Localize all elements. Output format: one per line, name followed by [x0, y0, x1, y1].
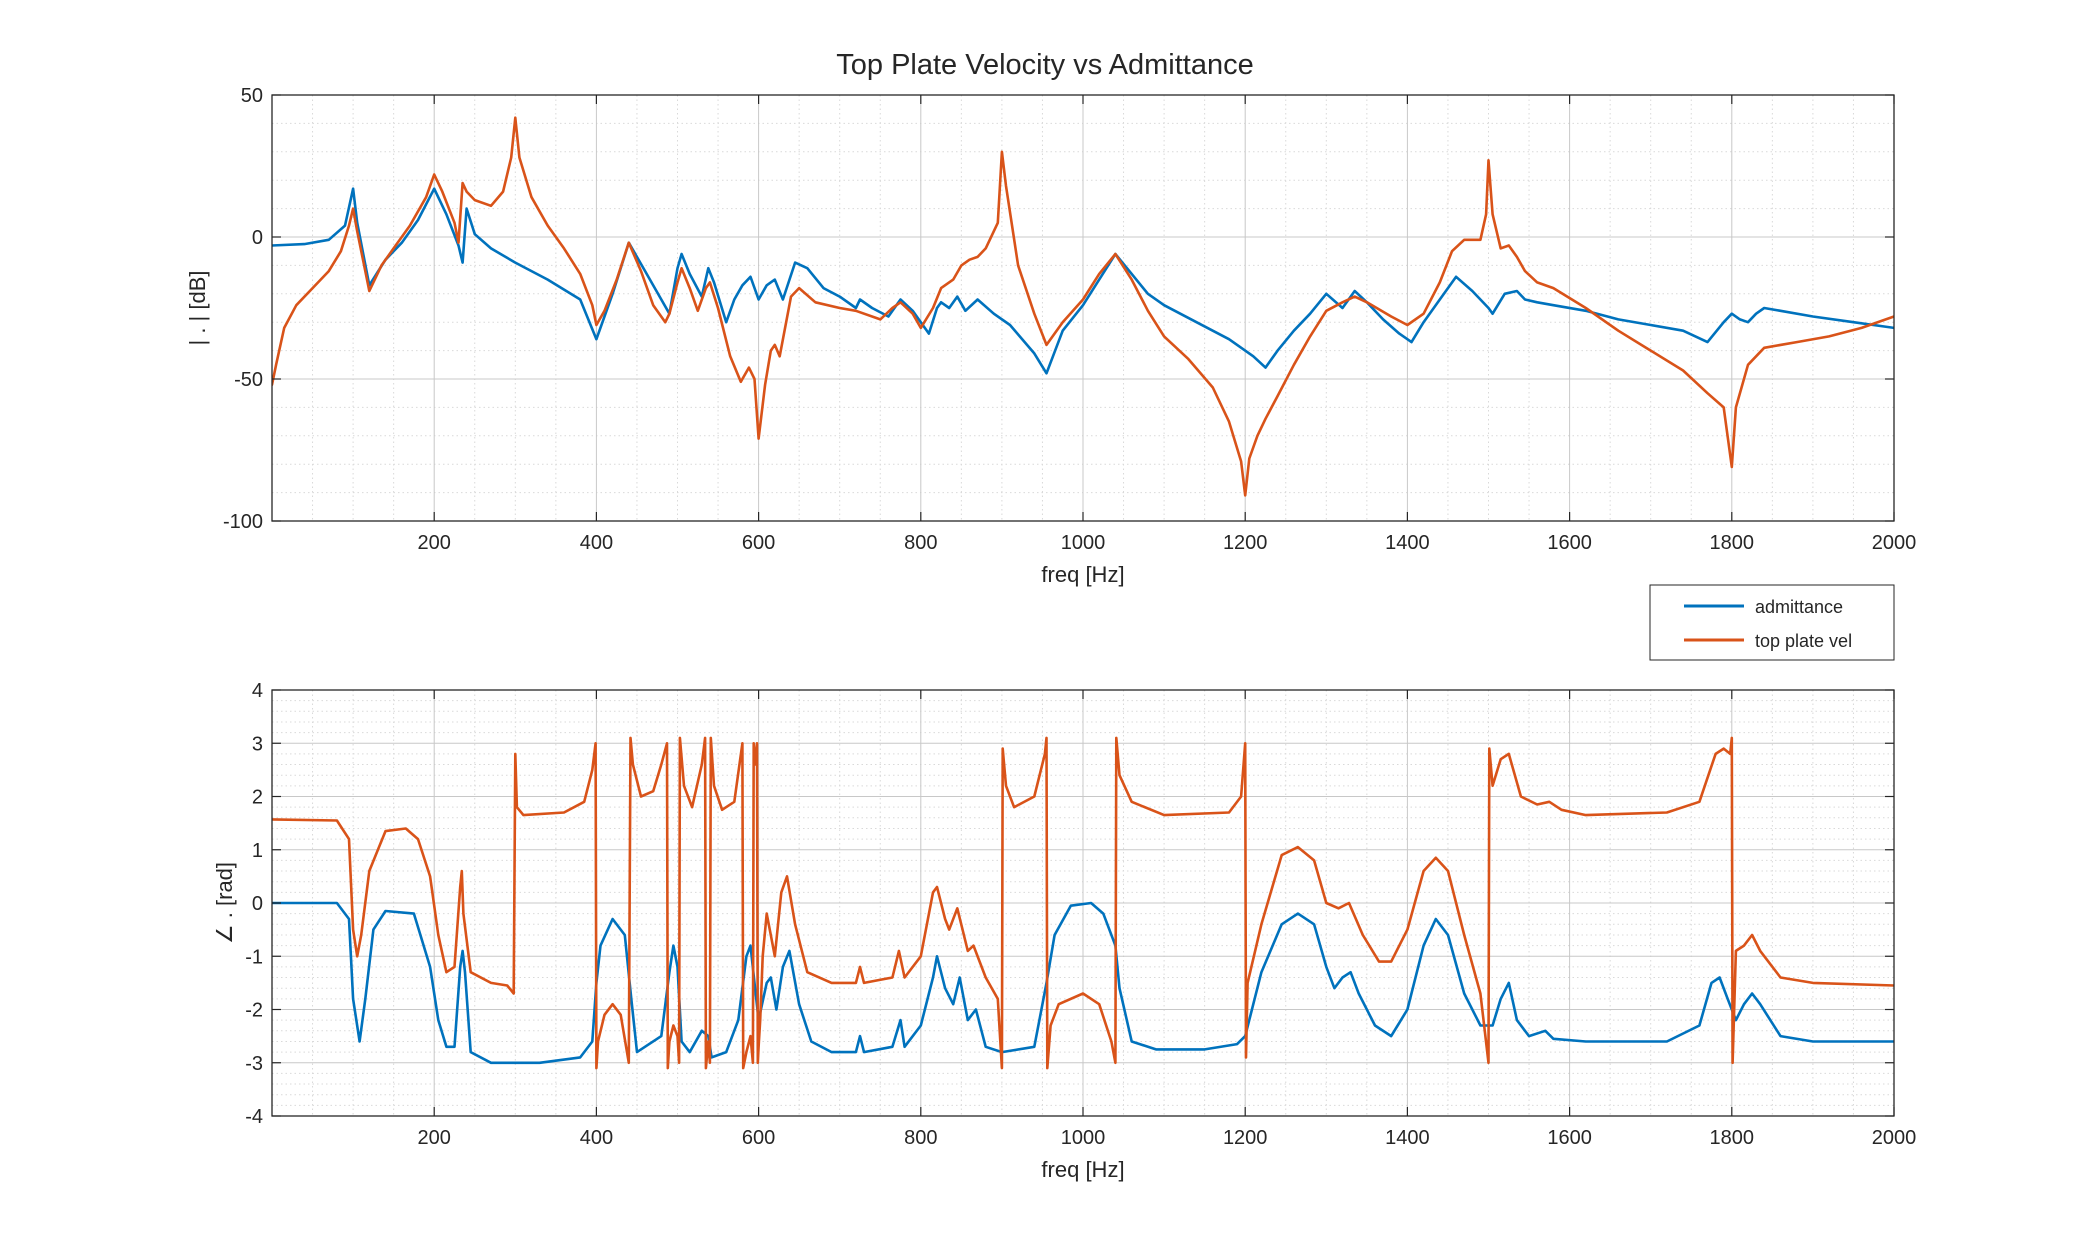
- phase-ytick-label: -2: [245, 1000, 263, 1022]
- phase-ytick-label: 0: [252, 893, 263, 915]
- magnitude-xtick-label: 400: [580, 532, 613, 554]
- phase-xlabel: freq [Hz]: [1041, 1157, 1124, 1182]
- magnitude-xtick-label: 1600: [1547, 532, 1592, 554]
- magnitude-xtick-label: 1400: [1385, 532, 1430, 554]
- magnitude-ytick-label: 50: [241, 85, 263, 107]
- magnitude-lines: [272, 116, 1894, 497]
- magnitude-xtick-label: 1200: [1223, 532, 1268, 554]
- figure-title: Top Plate Velocity vs Admittance: [836, 49, 1254, 81]
- phase-series-admittance: [272, 901, 1894, 1065]
- magnitude-xlabel: freq [Hz]: [1041, 562, 1124, 587]
- phase-ticks: 200 400 600 800 1000 1200 1400 1600 1800 2000 -4 -3…: [245, 680, 1916, 1149]
- phase-xtick-label: 2000: [1872, 1127, 1917, 1149]
- phase-lines: [272, 736, 1894, 1070]
- phase-ytick-label: 4: [252, 680, 263, 702]
- phase-xtick-label: 1600: [1547, 1127, 1592, 1149]
- magnitude-subplot: 200 400 600 800 1000 1200 1400 1600 1800 2000 -100…: [185, 85, 1916, 587]
- legend-label-admittance: admittance: [1755, 597, 1843, 617]
- phase-ylabel: ∠ . [rad]: [212, 862, 237, 944]
- phase-subplot: 200 400 600 800 1000 1200 1400 1600 1800 2000 -4 -3…: [212, 680, 1916, 1182]
- magnitude-ytick-label: -50: [234, 369, 263, 391]
- legend-label-top-plate-vel: top plate vel: [1755, 631, 1852, 651]
- magnitude-xtick-label: 600: [742, 532, 775, 554]
- phase-ytick-label: -1: [245, 946, 263, 968]
- legend-box: [1649, 584, 1895, 661]
- magnitude-grid: [272, 95, 1894, 521]
- phase-xtick-label: 1800: [1710, 1127, 1755, 1149]
- magnitude-xtick-label: 800: [904, 532, 937, 554]
- phase-ytick-label: -3: [245, 1053, 263, 1075]
- magnitude-xtick-label: 2000: [1872, 532, 1917, 554]
- phase-xtick-label: 200: [418, 1127, 451, 1149]
- magnitude-ylabel: | . | [dB]: [185, 270, 210, 345]
- phase-ytick-label: 1: [252, 840, 263, 862]
- phase-xtick-label: 1000: [1061, 1127, 1106, 1149]
- phase-ytick-label: 3: [252, 733, 263, 755]
- phase-xtick-label: 400: [580, 1127, 613, 1149]
- magnitude-ticks: 200 400 600 800 1000 1200 1400 1600 1800 2000 -100…: [223, 85, 1916, 554]
- magnitude-xtick-label: 1800: [1710, 532, 1755, 554]
- magnitude-series-admittance: [272, 187, 1894, 375]
- magnitude-xtick-label: 200: [418, 532, 451, 554]
- phase-xtick-label: 1200: [1223, 1127, 1268, 1149]
- magnitude-ytick-label: 0: [252, 227, 263, 249]
- magnitude-series-top-plate-vel: [272, 116, 1894, 497]
- phase-series-top-plate-vel: [272, 736, 1894, 1070]
- magnitude-ytick-label: -100: [223, 511, 263, 533]
- phase-ytick-label: -4: [245, 1106, 263, 1128]
- phase-xtick-label: 800: [904, 1127, 937, 1149]
- phase-xtick-label: 600: [742, 1127, 775, 1149]
- phase-ytick-label: 2: [252, 787, 263, 809]
- legend[interactable]: admittance top plate vel: [1649, 584, 1895, 661]
- magnitude-xtick-label: 1000: [1061, 532, 1106, 554]
- phase-xtick-label: 1400: [1385, 1127, 1430, 1149]
